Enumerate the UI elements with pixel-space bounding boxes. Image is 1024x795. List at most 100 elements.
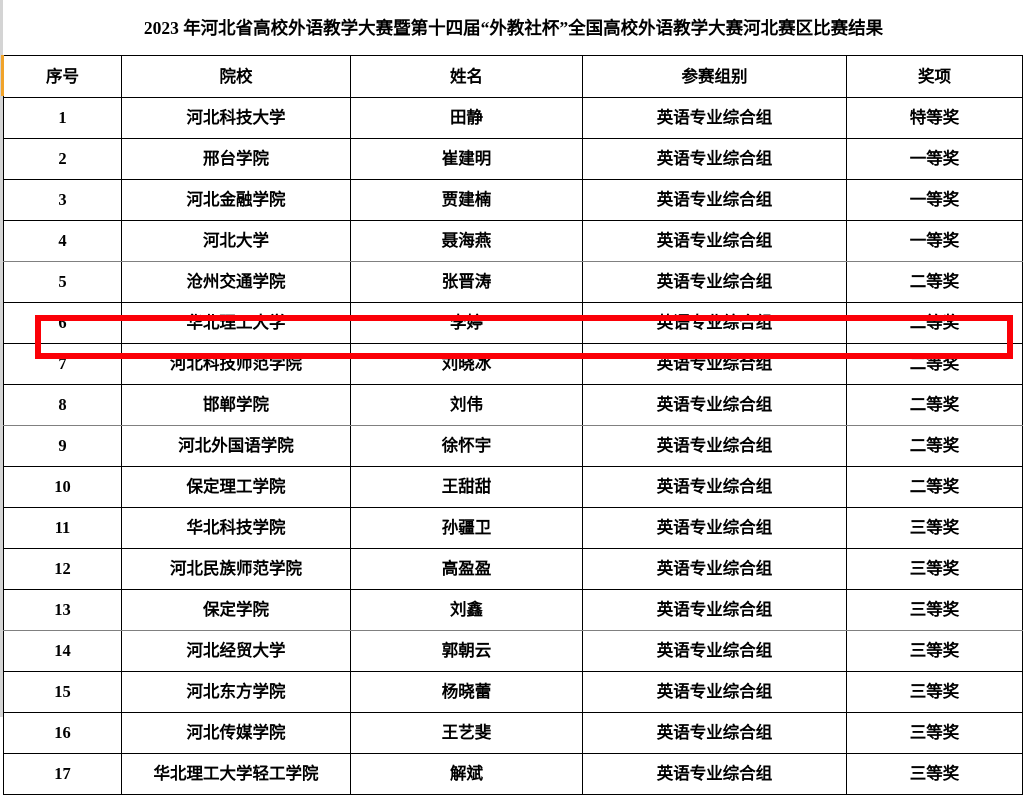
cell-index[interactable]: 7 — [3, 343, 122, 385]
cell-group[interactable]: 英语专业综合组 — [582, 507, 847, 549]
cell-index[interactable]: 10 — [3, 466, 122, 508]
cell-name[interactable]: 贾建楠 — [350, 179, 583, 221]
cell-group[interactable]: 英语专业综合组 — [582, 302, 847, 344]
cell-name[interactable]: 高盈盈 — [350, 548, 583, 590]
table-row[interactable]: 2 邢台学院 崔建明 英语专业综合组 一等奖 — [3, 138, 1023, 180]
table-row[interactable]: 7 河北科技师范学院 刘晓冰 英语专业综合组 二等奖 — [3, 343, 1023, 385]
cell-award[interactable]: 二等奖 — [846, 343, 1023, 385]
cell-school[interactable]: 华北科技学院 — [121, 507, 351, 549]
cell-award[interactable]: 三等奖 — [846, 589, 1023, 631]
table-row[interactable]: 3 河北金融学院 贾建楠 英语专业综合组 一等奖 — [3, 179, 1023, 221]
cell-school[interactable]: 保定理工学院 — [121, 466, 351, 508]
cell-award[interactable]: 二等奖 — [846, 425, 1023, 467]
table-row[interactable]: 12 河北民族师范学院 高盈盈 英语专业综合组 三等奖 — [3, 548, 1023, 590]
cell-school[interactable]: 河北大学 — [121, 220, 351, 262]
table-row[interactable]: 17 华北理工大学轻工学院 解斌 英语专业综合组 三等奖 — [3, 753, 1023, 795]
cell-name[interactable]: 王艺斐 — [350, 712, 583, 754]
table-row[interactable]: 4 河北大学 聂海燕 英语专业综合组 一等奖 — [3, 220, 1023, 262]
cell-index[interactable]: 2 — [3, 138, 122, 180]
table-row[interactable]: 1 河北科技大学 田静 英语专业综合组 特等奖 — [3, 97, 1023, 139]
cell-index[interactable]: 1 — [3, 97, 122, 139]
cell-name[interactable]: 刘伟 — [350, 384, 583, 426]
table-row[interactable]: 15 河北东方学院 杨晓蕾 英语专业综合组 三等奖 — [3, 671, 1023, 713]
cell-group[interactable]: 英语专业综合组 — [582, 179, 847, 221]
cell-award[interactable]: 一等奖 — [846, 179, 1023, 221]
column-header-group[interactable]: 参赛组别 — [582, 55, 847, 98]
cell-award[interactable]: 三等奖 — [846, 753, 1023, 795]
cell-school[interactable]: 河北民族师范学院 — [121, 548, 351, 590]
column-header-name[interactable]: 姓名 — [350, 55, 583, 98]
cell-name[interactable]: 田静 — [350, 97, 583, 139]
cell-name[interactable]: 王甜甜 — [350, 466, 583, 508]
table-row[interactable]: 14 河北经贸大学 郭朝云 英语专业综合组 三等奖 — [3, 630, 1023, 672]
cell-group[interactable]: 英语专业综合组 — [582, 97, 847, 139]
table-row[interactable]: 13 保定学院 刘鑫 英语专业综合组 三等奖 — [3, 589, 1023, 631]
cell-school[interactable]: 邢台学院 — [121, 138, 351, 180]
cell-index[interactable]: 13 — [3, 589, 122, 631]
cell-award[interactable]: 二等奖 — [846, 261, 1023, 303]
column-header-index[interactable]: 序号 — [3, 55, 122, 98]
cell-group[interactable]: 英语专业综合组 — [582, 630, 847, 672]
cell-school[interactable]: 沧州交通学院 — [121, 261, 351, 303]
cell-award[interactable]: 三等奖 — [846, 630, 1023, 672]
cell-award[interactable]: 二等奖 — [846, 466, 1023, 508]
cell-award[interactable]: 三等奖 — [846, 507, 1023, 549]
cell-award[interactable]: 二等奖 — [846, 384, 1023, 426]
cell-school[interactable]: 河北东方学院 — [121, 671, 351, 713]
table-row[interactable]: 8 邯郸学院 刘伟 英语专业综合组 二等奖 — [3, 384, 1023, 426]
cell-award[interactable]: 三等奖 — [846, 712, 1023, 754]
cell-index[interactable]: 12 — [3, 548, 122, 590]
cell-school[interactable]: 河北经贸大学 — [121, 630, 351, 672]
cell-school[interactable]: 华北理工大学轻工学院 — [121, 753, 351, 795]
cell-school[interactable]: 河北金融学院 — [121, 179, 351, 221]
cell-group[interactable]: 英语专业综合组 — [582, 671, 847, 713]
cell-name[interactable]: 徐怀宇 — [350, 425, 583, 467]
cell-index[interactable]: 17 — [3, 753, 122, 795]
cell-school[interactable]: 河北科技师范学院 — [121, 343, 351, 385]
table-row[interactable]: 10 保定理工学院 王甜甜 英语专业综合组 二等奖 — [3, 466, 1023, 508]
cell-award[interactable]: 二等奖 — [846, 302, 1023, 344]
cell-name[interactable]: 郭朝云 — [350, 630, 583, 672]
cell-index[interactable]: 3 — [3, 179, 122, 221]
cell-group[interactable]: 英语专业综合组 — [582, 425, 847, 467]
cell-award[interactable]: 三等奖 — [846, 548, 1023, 590]
cell-name[interactable]: 聂海燕 — [350, 220, 583, 262]
cell-name[interactable]: 刘晓冰 — [350, 343, 583, 385]
cell-group[interactable]: 英语专业综合组 — [582, 589, 847, 631]
table-row[interactable]: 11 华北科技学院 孙疆卫 英语专业综合组 三等奖 — [3, 507, 1023, 549]
cell-group[interactable]: 英语专业综合组 — [582, 220, 847, 262]
cell-group[interactable]: 英语专业综合组 — [582, 712, 847, 754]
cell-group[interactable]: 英语专业综合组 — [582, 466, 847, 508]
cell-name[interactable]: 孙疆卫 — [350, 507, 583, 549]
cell-index[interactable]: 16 — [3, 712, 122, 754]
table-row[interactable]: 9 河北外国语学院 徐怀宇 英语专业综合组 二等奖 — [3, 425, 1023, 467]
cell-name[interactable]: 张晋涛 — [350, 261, 583, 303]
column-header-school[interactable]: 院校 — [121, 55, 351, 98]
cell-name[interactable]: 刘鑫 — [350, 589, 583, 631]
cell-group[interactable]: 英语专业综合组 — [582, 343, 847, 385]
cell-index[interactable]: 9 — [3, 425, 122, 467]
table-row[interactable]: 6 华北理工大学 李婷 英语专业综合组 二等奖 — [3, 302, 1023, 344]
cell-award[interactable]: 三等奖 — [846, 671, 1023, 713]
cell-name[interactable]: 崔建明 — [350, 138, 583, 180]
cell-index[interactable]: 15 — [3, 671, 122, 713]
table-row[interactable]: 5 沧州交通学院 张晋涛 英语专业综合组 二等奖 — [3, 261, 1023, 303]
cell-award[interactable]: 特等奖 — [846, 97, 1023, 139]
cell-school[interactable]: 保定学院 — [121, 589, 351, 631]
cell-index[interactable]: 8 — [3, 384, 122, 426]
cell-group[interactable]: 英语专业综合组 — [582, 384, 847, 426]
cell-index[interactable]: 11 — [3, 507, 122, 549]
cell-award[interactable]: 一等奖 — [846, 220, 1023, 262]
cell-school[interactable]: 河北传媒学院 — [121, 712, 351, 754]
cell-name[interactable]: 解斌 — [350, 753, 583, 795]
cell-group[interactable]: 英语专业综合组 — [582, 261, 847, 303]
cell-school[interactable]: 华北理工大学 — [121, 302, 351, 344]
cell-index[interactable]: 14 — [3, 630, 122, 672]
table-row[interactable]: 16 河北传媒学院 王艺斐 英语专业综合组 三等奖 — [3, 712, 1023, 754]
cell-group[interactable]: 英语专业综合组 — [582, 548, 847, 590]
cell-group[interactable]: 英语专业综合组 — [582, 753, 847, 795]
cell-index[interactable]: 6 — [3, 302, 122, 344]
cell-school[interactable]: 河北科技大学 — [121, 97, 351, 139]
column-header-award[interactable]: 奖项 — [846, 55, 1023, 98]
cell-name[interactable]: 杨晓蕾 — [350, 671, 583, 713]
